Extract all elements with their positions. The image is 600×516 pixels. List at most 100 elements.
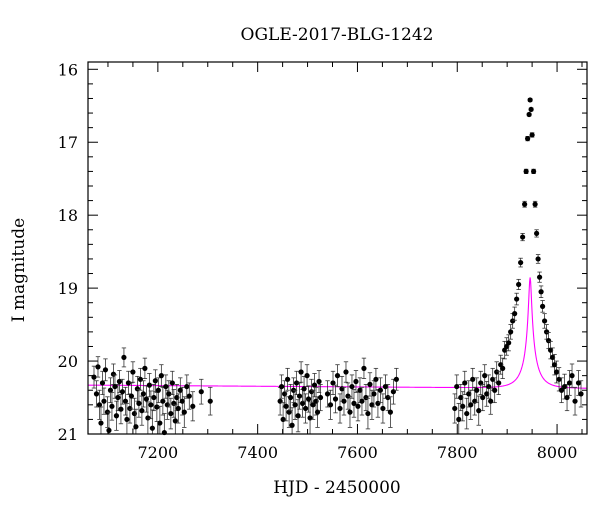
data-point-marker: [311, 382, 318, 388]
data-point-marker: [387, 409, 393, 415]
data-point-marker: [316, 378, 322, 385]
data-point: [382, 374, 389, 399]
data-point: [494, 361, 500, 383]
data-point-marker: [535, 256, 541, 262]
data-point: [305, 385, 312, 413]
data-point-marker: [119, 389, 126, 395]
data-point: [160, 386, 166, 416]
data-point-marker: [158, 373, 164, 379]
data-point: [175, 393, 181, 424]
data-point: [95, 356, 101, 378]
data-point: [299, 389, 306, 418]
data-point: [367, 372, 373, 397]
data-point: [454, 374, 460, 399]
data-point: [516, 278, 522, 290]
data-point-marker: [510, 318, 516, 324]
data-point-marker: [296, 393, 303, 399]
data-point: [142, 357, 148, 379]
data-point: [476, 395, 482, 426]
data-point-marker: [482, 373, 488, 379]
data-point: [492, 377, 498, 404]
data-point-marker: [566, 380, 573, 386]
data-point-marker: [149, 425, 155, 431]
data-point-marker: [113, 413, 120, 419]
data-point: [151, 383, 157, 412]
data-point-marker: [476, 408, 482, 414]
data-point-marker: [488, 398, 494, 404]
data-point: [512, 306, 518, 321]
data-point-marker: [145, 415, 151, 421]
x-axis-label: HJD - 2450000: [273, 478, 401, 498]
data-point: [112, 374, 118, 399]
data-point-marker: [146, 382, 152, 388]
data-point-marker: [367, 381, 373, 387]
data-point-marker: [293, 380, 300, 386]
data-point: [198, 378, 204, 405]
data-point: [115, 383, 121, 412]
data-point: [380, 393, 386, 424]
data-point: [311, 373, 318, 398]
data-point: [190, 391, 196, 422]
data-point-marker: [160, 398, 166, 404]
data-point: [539, 300, 546, 313]
data-point-marker: [506, 340, 512, 346]
data-point: [337, 393, 343, 424]
y-axis-label: I magnitude: [9, 218, 29, 322]
data-point-marker: [496, 380, 502, 386]
axes-layer: 7200 7400 7600 7800 8000 16 17 18 19 20 21: [58, 60, 588, 462]
data-point-marker: [128, 393, 135, 399]
data-point: [341, 386, 347, 416]
data-point-marker: [470, 376, 476, 382]
data-point: [541, 313, 548, 329]
data-point: [137, 367, 143, 391]
x-tick-label: 8000: [537, 443, 578, 462]
data-point-marker: [115, 394, 121, 401]
data-point-marker: [102, 367, 109, 373]
data-point-marker: [337, 405, 343, 412]
data-point-marker: [345, 393, 351, 399]
data-point: [363, 383, 369, 412]
data-point: [488, 387, 494, 415]
data-point: [478, 370, 484, 396]
x-tick-label: 7800: [437, 443, 478, 462]
data-point-marker: [539, 303, 546, 309]
data-point: [522, 200, 528, 208]
data-point-marker: [184, 383, 190, 390]
data-point-marker: [377, 387, 384, 393]
data-point: [538, 285, 544, 299]
data-point: [500, 357, 506, 379]
data-point: [102, 358, 109, 382]
data-point: [460, 391, 466, 422]
chart-title: OGLE-2017-BLG-1242: [241, 25, 434, 45]
data-point-marker: [285, 376, 291, 382]
data-point-marker: [101, 398, 107, 404]
data-point-marker: [341, 398, 347, 404]
data-point: [317, 383, 324, 412]
data-point: [179, 386, 185, 416]
data-point-marker: [393, 376, 399, 382]
data-point: [520, 233, 526, 242]
data-point-marker: [136, 400, 142, 406]
data-point-marker: [492, 387, 498, 393]
data-point: [365, 397, 371, 430]
data-point: [207, 386, 213, 416]
data-point-marker: [172, 418, 178, 424]
data-point-marker: [181, 409, 187, 415]
data-point: [480, 383, 486, 412]
data-points-layer: [91, 97, 584, 436]
data-point-marker: [343, 369, 349, 375]
data-point: [452, 393, 458, 424]
data-point: [285, 367, 291, 391]
data-point: [464, 397, 470, 430]
data-point: [508, 324, 514, 340]
data-point-marker: [298, 369, 304, 375]
data-point: [119, 378, 126, 405]
data-point: [393, 367, 399, 391]
data-point-marker: [157, 420, 163, 426]
data-point: [155, 377, 161, 404]
data-point: [93, 380, 100, 408]
data-point: [124, 402, 130, 435]
data-point-marker: [369, 402, 375, 408]
